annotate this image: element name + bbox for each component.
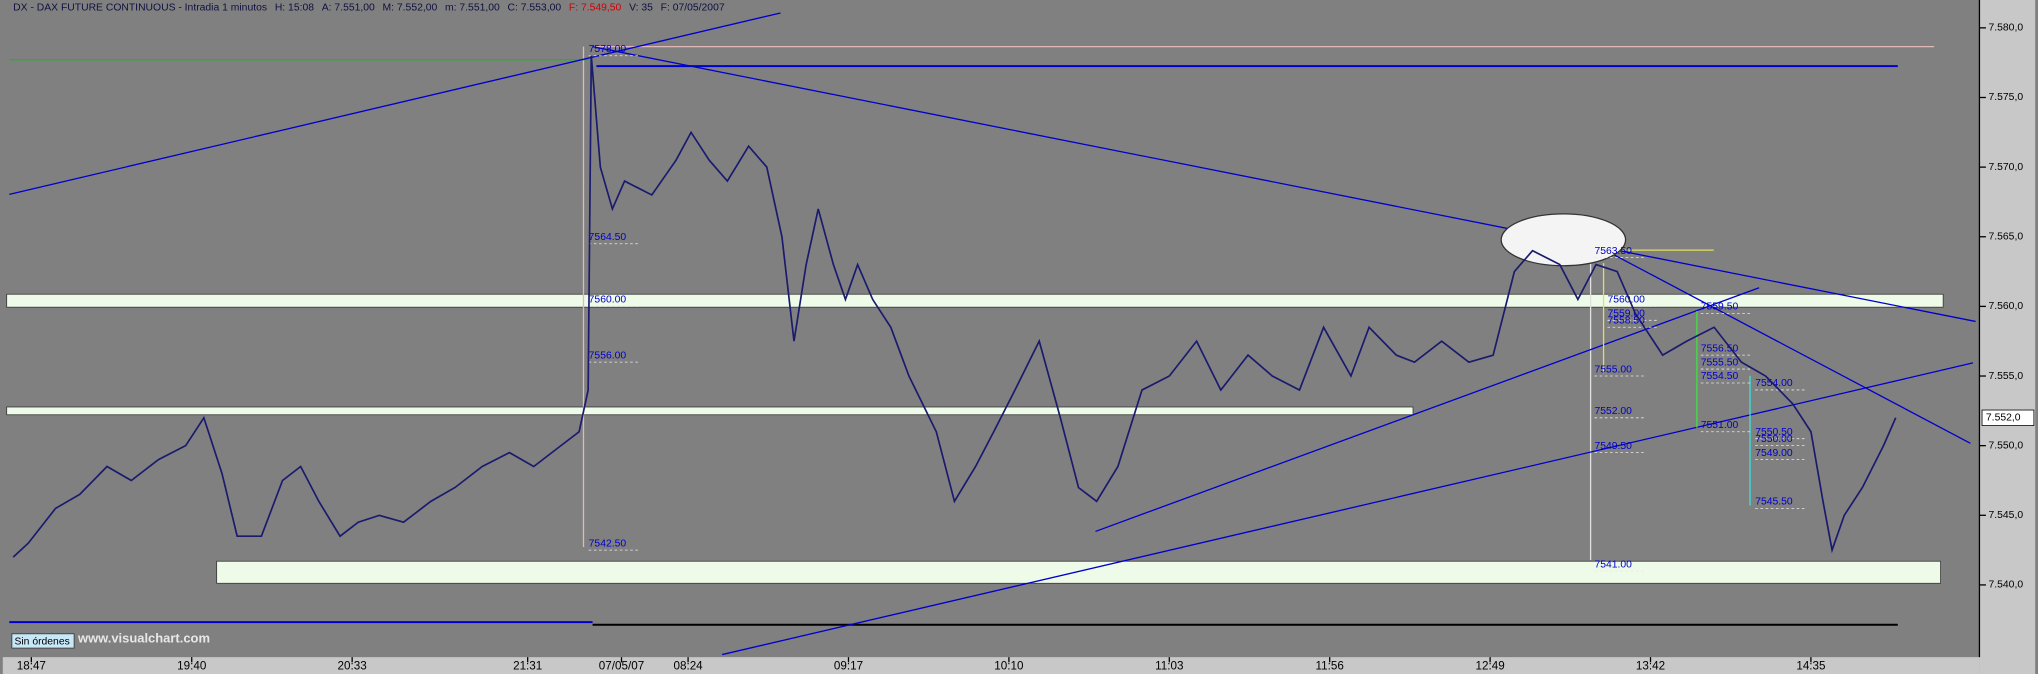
annotation-label: 7564.50 (589, 232, 627, 243)
y-tick-label: 7.580,0 (1989, 23, 2024, 34)
watermark: www.visualchart.com (77, 630, 210, 645)
y-tick-label: 7.575,0 (1989, 92, 2024, 103)
annotation-label: 7541.00 (1594, 559, 1632, 570)
x-tick-label: 13:42 (1636, 659, 1665, 672)
y-tick-label: 7.545,0 (1989, 510, 2024, 521)
annotation-label: 7578.00 (589, 44, 627, 55)
annotation-label: 7558.50 (1607, 316, 1645, 327)
y-axis-panel (1979, 0, 2036, 674)
x-tick-label: 19:40 (177, 659, 207, 672)
x-tick-label: 14:35 (1796, 659, 1825, 672)
x-tick-label: 10:10 (994, 659, 1024, 672)
annotation-label: 7559.00 (1607, 309, 1645, 320)
last-price-label: 7.552,0 (1986, 413, 2021, 424)
price-line (12, 55, 1897, 558)
trend-line (1609, 252, 1971, 444)
trend-line (592, 46, 1976, 323)
annotation-label: 7552.00 (1594, 406, 1632, 417)
trend-line (722, 362, 1974, 656)
button-label[interactable]: Sin órdenes (14, 636, 69, 647)
y-tick-label: 7.555,0 (1989, 371, 2024, 382)
annotation-label: 7554.50 (1701, 371, 1739, 382)
last-price-box (1981, 409, 2035, 426)
annotation-label: 7555.00 (1594, 364, 1632, 375)
zone-box (6, 406, 1414, 416)
annotation-label: 7549.50 (1594, 441, 1632, 452)
zone-box (216, 560, 1941, 584)
header-text: A: 7.551,00 (322, 3, 375, 14)
header-text: M: 7.552,00 (383, 3, 438, 14)
x-axis-panel (2, 657, 1980, 674)
trend-line (1095, 287, 1760, 533)
y-tick-label: 7.565,0 (1989, 231, 2024, 242)
trend-line (9, 12, 781, 196)
x-tick-label: 11:03 (1155, 659, 1183, 672)
annotation-label: 7550.50 (1755, 427, 1793, 438)
header-text: F: 07/05/2007 (661, 3, 725, 14)
annotation-label: 7560.00 (589, 295, 627, 306)
annotation-label: 7549.00 (1755, 448, 1793, 459)
annotation-label: 7551.00 (1701, 420, 1739, 431)
annotation-label: 7542.50 (589, 538, 627, 549)
x-tick-label: 18:47 (17, 659, 46, 672)
annotation-label: 7556.50 (1701, 343, 1739, 354)
annotation-label: 7560.00 (1607, 295, 1645, 306)
x-tick-label: 21:31 (513, 659, 542, 672)
x-tick-label: 12:49 (1476, 659, 1505, 672)
header-text: C: 7.553,00 (508, 3, 562, 14)
header-text: H: 15:08 (275, 3, 314, 14)
annotation-label: 7545.50 (1755, 497, 1793, 508)
highlight-ellipse (1500, 213, 1627, 267)
y-tick-label: 7.560,0 (1989, 301, 2024, 312)
header-text: F: 7.549,50 (569, 3, 622, 14)
x-tick-label: 07/05/07 (599, 659, 644, 672)
annotation-label: 7556.00 (589, 350, 627, 361)
y-tick-label: 7.570,0 (1989, 162, 2024, 173)
y-tick-label: 7.550,0 (1989, 440, 2024, 451)
x-tick-label: 08:24 (673, 659, 703, 672)
x-tick-label: 09:17 (834, 659, 863, 672)
zone-box (6, 293, 1944, 308)
header-text: DX - DAX FUTURE CONTINUOUS - Intradia 1 … (13, 3, 267, 14)
header-text: m: 7.551,00 (445, 3, 500, 14)
x-tick-label: 20:33 (338, 659, 367, 672)
orders-button[interactable] (11, 633, 75, 649)
annotation-label: 7563.50 (1594, 246, 1632, 257)
annotation-label: 7555.50 (1701, 357, 1739, 368)
header-text: V: 35 (629, 3, 653, 14)
x-tick-label: 11:56 (1316, 659, 1344, 672)
annotation-label: 7550.00 (1755, 434, 1793, 445)
annotation-label: 7559.50 (1701, 302, 1739, 313)
y-tick-label: 7.540,0 (1989, 580, 2024, 591)
